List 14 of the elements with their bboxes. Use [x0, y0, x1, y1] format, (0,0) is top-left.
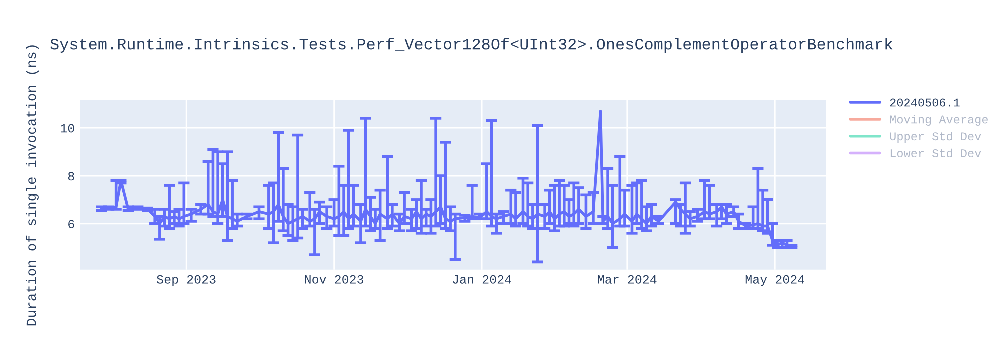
legend-label: Upper Std Dev — [890, 132, 982, 143]
y-tick-label: 6 — [68, 220, 74, 229]
y-tick-label: 8 — [68, 172, 74, 181]
y-tick-label: 10 — [61, 124, 74, 133]
x-tick-label: Jan 2024 — [453, 275, 512, 284]
chart-title: System.Runtime.Intrinsics.Tests.Perf_Vector128Of<UInt32>.OnesComplementOperatorBenchmark — [50, 38, 893, 53]
x-tick-label: Sep 2023 — [157, 275, 216, 286]
x-tick-label: Nov 2023 — [305, 275, 364, 284]
legend-label: 20240506.1 — [890, 98, 960, 107]
y-axis-title: Duration of single invocation (ns) — [26, 46, 39, 326]
legend-label: Moving Average — [890, 115, 988, 126]
x-tick-label: May 2024 — [746, 275, 805, 286]
x-tick-label: Mar 2024 — [598, 275, 657, 284]
legend-label: Lower Std Dev — [890, 148, 982, 158]
